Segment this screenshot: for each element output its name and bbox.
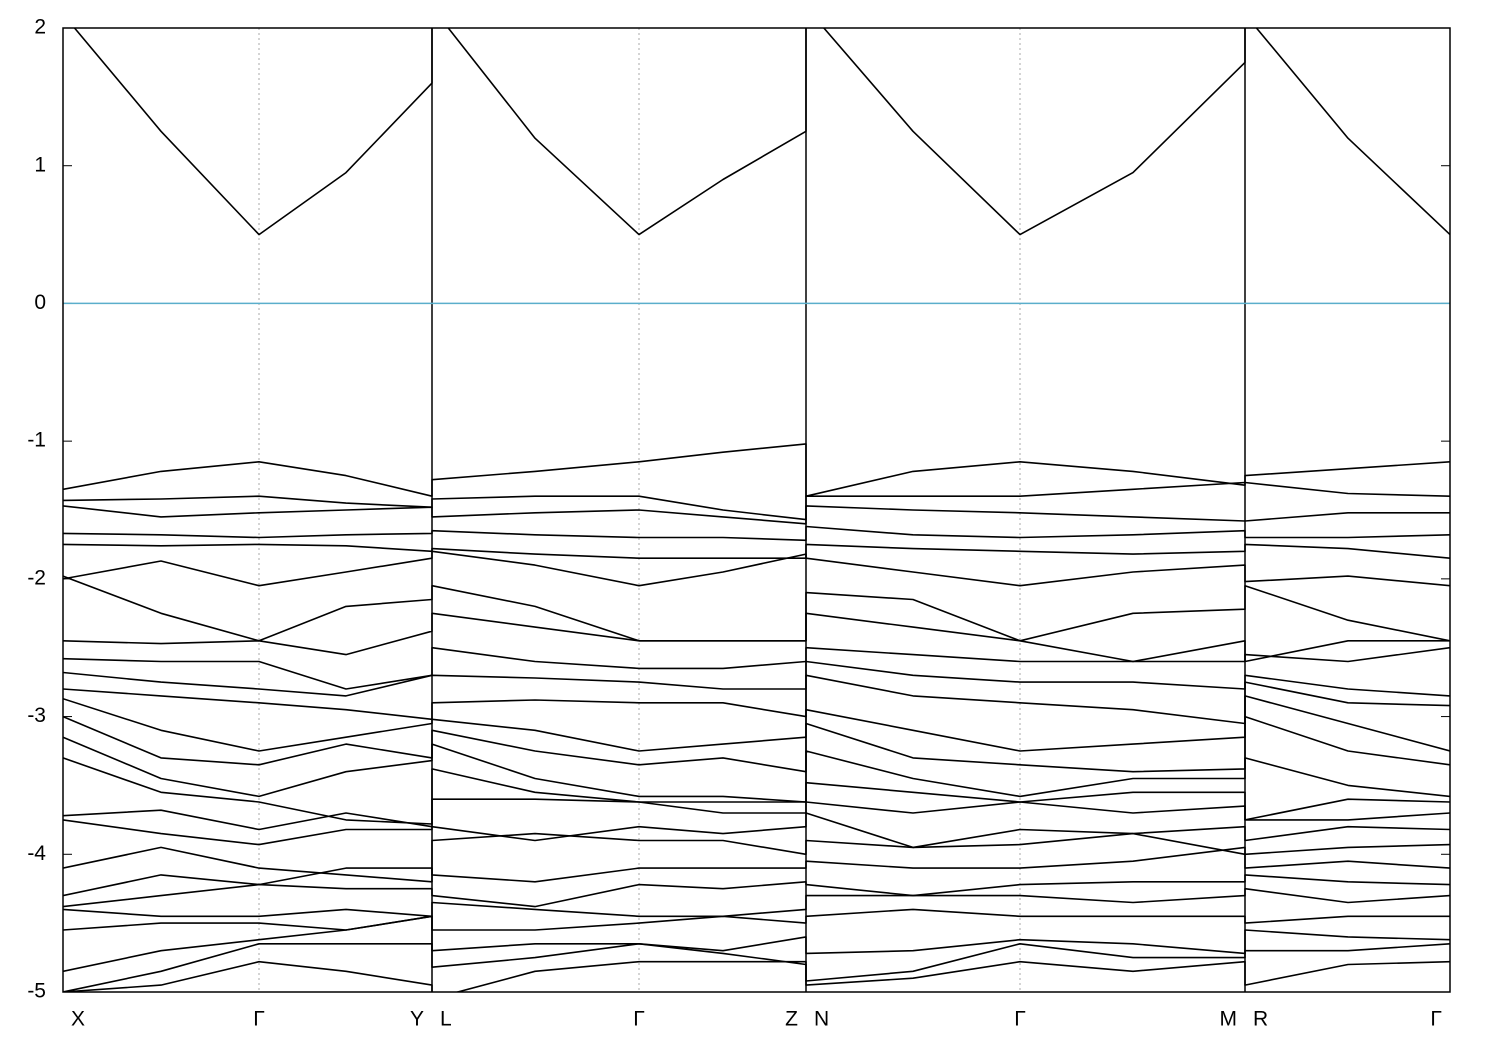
band-line [63, 525, 1450, 542]
x-tick-label: Γ [253, 1008, 265, 1031]
band-line [63, 887, 1450, 918]
band-line [63, 874, 1450, 908]
band-line [63, 908, 1450, 931]
x-tick-label: Z [785, 1008, 798, 1031]
band-line [63, 832, 1450, 883]
band-line [63, 481, 1450, 521]
band-line [63, 505, 1450, 525]
y-tick-label: 1 [34, 153, 46, 176]
band-line [63, 915, 1450, 973]
band-line [73, 28, 1450, 236]
y-tick-label: 2 [34, 16, 46, 39]
band-line [63, 646, 1450, 690]
x-tick-label: M [1220, 1008, 1238, 1031]
band-line [63, 443, 1450, 498]
band-line [63, 736, 1450, 803]
band-line [63, 798, 1450, 831]
x-tick-label: Γ [633, 1008, 645, 1031]
plot-frame [62, 27, 1451, 993]
plot-area [63, 28, 1450, 992]
x-tick-label: N [814, 1008, 829, 1031]
y-tick-label: -5 [27, 980, 46, 1003]
y-tick-label: -1 [27, 429, 46, 452]
y-tick-label: -3 [27, 704, 46, 727]
x-tick-label: Y [410, 1008, 424, 1031]
band-line [63, 612, 1450, 663]
band-line [63, 846, 1450, 897]
band-line [63, 812, 1450, 849]
x-tick-label: Γ [1430, 1008, 1442, 1031]
x-tick-label: X [71, 1008, 85, 1031]
band-line [63, 543, 1450, 560]
x-tick-label: L [440, 1008, 452, 1031]
band-line [63, 757, 1450, 825]
x-tick-label: R [1253, 1008, 1268, 1031]
band-line [63, 960, 1450, 992]
band-line [63, 550, 1450, 587]
x-tick-label: Γ [1014, 1008, 1026, 1031]
band-line [63, 942, 1450, 992]
y-tick-label: -4 [27, 842, 46, 865]
y-tick-label: -2 [27, 566, 46, 589]
y-tick-label: 0 [34, 291, 46, 314]
